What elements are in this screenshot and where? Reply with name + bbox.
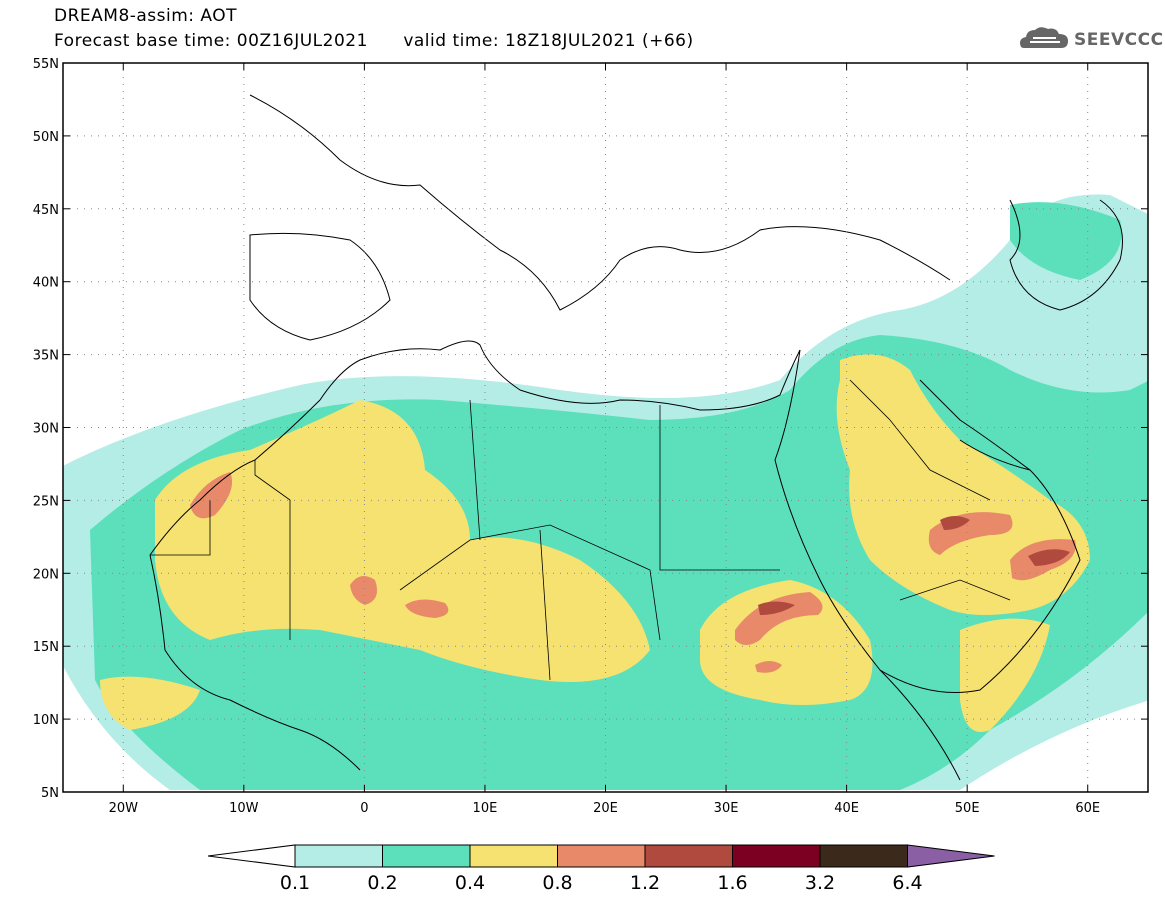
lat-label: 45N	[33, 203, 59, 218]
lon-label: 60E	[1075, 801, 1100, 816]
cloud-icon	[1020, 27, 1068, 48]
lon-label: 50E	[955, 801, 980, 816]
gridlines	[63, 62, 1148, 793]
aot-field	[63, 194, 1148, 790]
lon-label: 40E	[834, 801, 859, 816]
country-borders	[150, 379, 1011, 681]
coastlines	[149, 94, 1123, 781]
colorbar-label: 0.4	[454, 872, 486, 894]
forecast-time-line: Forecast base time: 00Z16JUL2021 valid t…	[54, 31, 694, 51]
colorbar-swatch	[819, 844, 908, 868]
colorbar-swatch	[469, 844, 558, 868]
colorbar-over-arrow	[907, 844, 995, 868]
colorbar-label: 1.6	[717, 872, 748, 894]
colorbar-label: 0.2	[367, 872, 398, 894]
colorbar-label: 0.1	[279, 872, 311, 894]
colorbar-label: 1.2	[629, 872, 661, 894]
lat-label: 5N	[41, 786, 59, 801]
logo-text: SEEVCCC	[1074, 30, 1164, 50]
lat-label: 20N	[33, 567, 59, 582]
lon-label: 20W	[109, 801, 139, 816]
lat-label: 15N	[33, 640, 59, 655]
colorbar-label: 0.8	[542, 872, 573, 894]
longitude-labels: 20W 10W 0 10E 20E 30E 40E 50E 60E	[109, 801, 1101, 816]
lat-label: 35N	[33, 349, 59, 364]
lon-label: 10W	[229, 801, 259, 816]
colorbar-label: 6.4	[892, 872, 923, 894]
axis-ticks	[63, 62, 1148, 793]
colorbar-swatch	[557, 844, 646, 868]
lon-label: 0	[360, 801, 368, 816]
latitude-labels: 55N 50N 45N 40N 35N 30N 25N 20N 15N 10N 5N	[33, 57, 59, 801]
lat-label: 30N	[33, 422, 59, 437]
colorbar-under-arrow	[207, 844, 296, 868]
lat-label: 25N	[33, 494, 59, 509]
lat-label: 40N	[33, 276, 59, 291]
colorbar	[207, 844, 995, 868]
colorbar-label: 3.2	[804, 872, 836, 894]
colorbar-swatch	[382, 844, 471, 868]
colorbar-swatch	[644, 844, 733, 868]
colorbar-swatch	[294, 844, 383, 868]
lat-label: 55N	[33, 57, 59, 72]
lon-label: 30E	[714, 801, 739, 816]
lon-label: 10E	[473, 801, 498, 816]
colorbar-swatch	[732, 844, 821, 868]
map-title: DREAM8-assim: AOT	[54, 6, 238, 26]
lat-label: 10N	[33, 713, 59, 728]
lon-label: 20E	[593, 801, 618, 816]
lat-label: 50N	[33, 130, 59, 145]
